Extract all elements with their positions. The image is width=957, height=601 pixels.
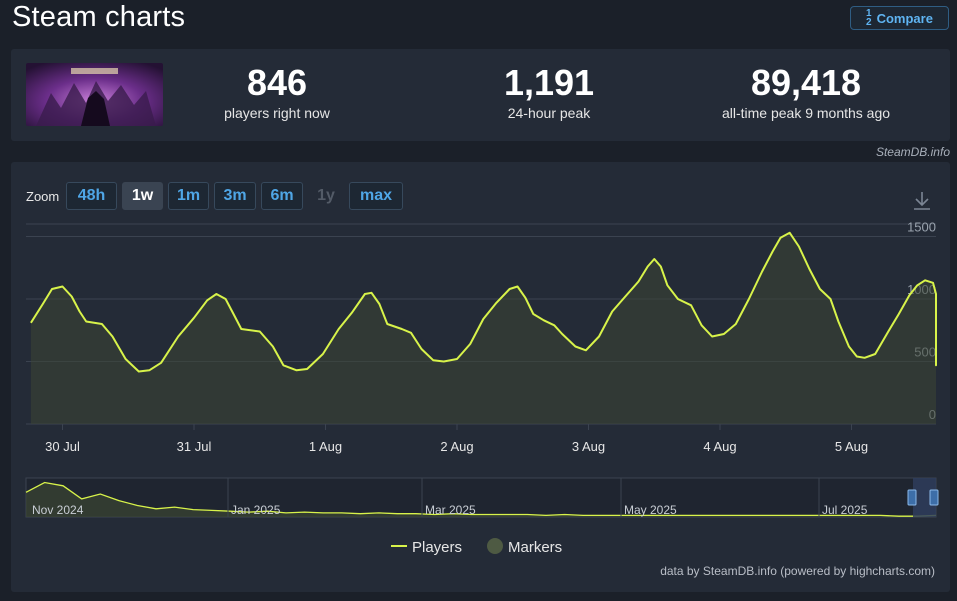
compare-label: Compare <box>876 10 933 26</box>
zoom-1m-button[interactable]: 1m <box>168 182 209 210</box>
legend-markers-symbol <box>487 538 503 554</box>
page-title: Steam charts <box>12 1 186 33</box>
players-series-line[interactable] <box>30 231 937 373</box>
zoom-6m-button[interactable]: 6m <box>261 182 303 210</box>
navigator-label: Jan 2025 <box>231 503 281 517</box>
navigator-label: May 2025 <box>624 503 677 517</box>
navigator-selection[interactable] <box>913 478 936 517</box>
stat-label: all-time peak 9 months ago <box>721 105 891 121</box>
x-tick-label: 2 Aug <box>440 439 473 454</box>
stat-label: 24-hour peak <box>507 105 591 121</box>
x-tick-label: 5 Aug <box>835 439 868 454</box>
x-tick-label: 1 Aug <box>309 439 342 454</box>
players-area <box>30 232 936 424</box>
stat-24h-peak: 1,191 24-hour peak <box>469 62 629 122</box>
navigator-label: Jul 2025 <box>822 503 868 517</box>
x-tick-label: 3 Aug <box>572 439 605 454</box>
attribution-text: SteamDB.info <box>875 145 950 159</box>
stats-panel: 846 players right now 1,191 24-hour peak… <box>11 49 950 141</box>
zoom-1y-button: 1y <box>317 187 335 204</box>
zoom-48h-button[interactable]: 48h <box>66 182 117 210</box>
legend-players[interactable]: Players <box>412 539 462 556</box>
legend-markers[interactable]: Markers <box>508 539 562 556</box>
zoom-1w-button[interactable]: 1w <box>122 182 163 210</box>
x-tick-label: 4 Aug <box>703 439 736 454</box>
x-tick-label: 30 Jul <box>45 439 80 454</box>
zoom-max-button[interactable]: max <box>349 182 403 210</box>
stat-value: 89,418 <box>750 62 862 103</box>
stat-players-now: 846 players right now <box>197 62 357 122</box>
navigator-label: Nov 2024 <box>32 503 84 517</box>
zoom-3m-button[interactable]: 3m <box>214 182 256 210</box>
game-cover-image[interactable] <box>26 63 163 126</box>
stat-all-time-peak: 89,418 all-time peak 9 months ago <box>701 62 911 122</box>
zoom-label: Zoom <box>26 189 60 204</box>
navigator-area <box>26 482 936 517</box>
navigator-label: Mar 2025 <box>425 503 476 517</box>
navigator-handle-right[interactable] <box>929 489 939 506</box>
stat-label: players right now <box>224 105 330 121</box>
x-tick-label: 31 Jul <box>177 439 212 454</box>
navigator-line <box>25 481 937 517</box>
stat-value: 1,191 <box>503 62 595 103</box>
chart-credits: data by SteamDB.info (powered by highcha… <box>660 564 935 578</box>
download-icon[interactable] <box>910 189 934 213</box>
navigator-handle-left[interactable] <box>907 489 917 506</box>
y-tick-label: 1500 <box>907 220 936 235</box>
stat-value: 846 <box>246 62 308 103</box>
